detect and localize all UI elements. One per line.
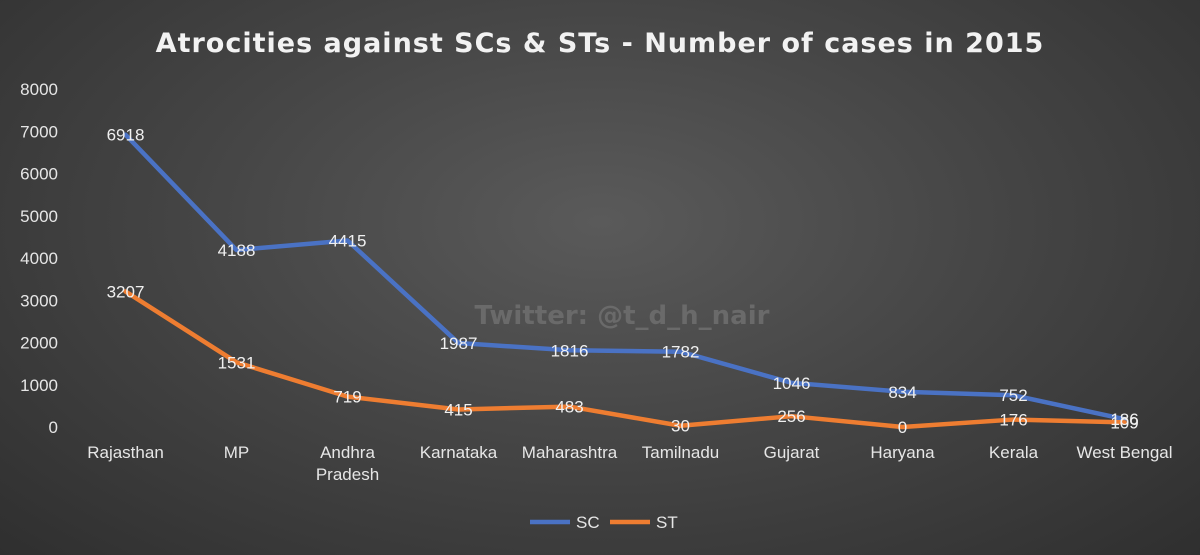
y-tick-label: 2000 (20, 334, 58, 353)
data-label: 752 (999, 386, 1027, 405)
y-tick-label: 3000 (20, 291, 58, 310)
data-label: 1531 (218, 353, 256, 372)
watermark-text: Twitter: @t_d_h_nair (475, 301, 770, 331)
data-label: 30 (671, 417, 690, 436)
y-tick-label: 8000 (20, 80, 58, 99)
legend: SC ST (530, 513, 678, 532)
data-label: 834 (888, 383, 916, 402)
legend-label-st: ST (656, 513, 678, 532)
data-label: 483 (555, 398, 583, 417)
chart-title: Atrocities against SCs & STs - Number of… (156, 28, 1045, 59)
y-tick-label: 6000 (20, 165, 58, 184)
data-label: 1987 (440, 334, 478, 353)
series-line-sc (123, 132, 1127, 422)
data-label: 4188 (218, 241, 256, 260)
data-label: 6918 (107, 126, 145, 145)
y-axis: 0 1000 2000 3000 4000 5000 6000 7000 8000 (20, 80, 58, 437)
data-label: 1046 (773, 374, 811, 393)
x-tick-label: Andhra Pradesh (316, 443, 379, 484)
series-lines (123, 132, 1127, 430)
series-line-st (123, 289, 1127, 430)
x-tick-label: Maharashtra (522, 443, 618, 462)
y-tick-label: 1000 (20, 376, 58, 395)
x-tick-label: MP (224, 443, 250, 462)
data-label: 186 (1110, 410, 1138, 429)
x-tick-label: Haryana (870, 443, 935, 462)
x-tick-label: Tamilnadu (642, 443, 720, 462)
data-label: 176 (999, 411, 1027, 430)
data-label: 0 (898, 418, 907, 437)
data-labels: 6918 4188 4415 1987 1816 1782 1046 834 752 186 320… (107, 126, 1139, 437)
data-label: 3207 (107, 283, 145, 302)
x-tick-label: West Bengal (1076, 443, 1172, 462)
data-label: 1816 (551, 341, 589, 360)
y-tick-label: 7000 (20, 122, 58, 141)
data-label: 4415 (329, 231, 367, 250)
data-label: 719 (333, 388, 361, 407)
y-tick-label: 5000 (20, 207, 58, 226)
legend-label-sc: SC (576, 513, 600, 532)
data-label: 256 (777, 407, 805, 426)
x-tick-label: Kerala (989, 443, 1039, 462)
x-tick-label: Karnataka (420, 443, 498, 462)
x-tick-label: Rajasthan (87, 443, 164, 462)
data-label: 415 (444, 400, 472, 419)
x-tick-label: Gujarat (764, 443, 820, 462)
data-label: 109 (1110, 413, 1138, 432)
y-tick-label: 4000 (20, 249, 58, 268)
data-label: 1782 (662, 343, 700, 362)
x-axis: Rajasthan MP Andhra Pradesh Karnataka Maharas… (87, 443, 1172, 484)
y-tick-label: 0 (49, 418, 58, 437)
